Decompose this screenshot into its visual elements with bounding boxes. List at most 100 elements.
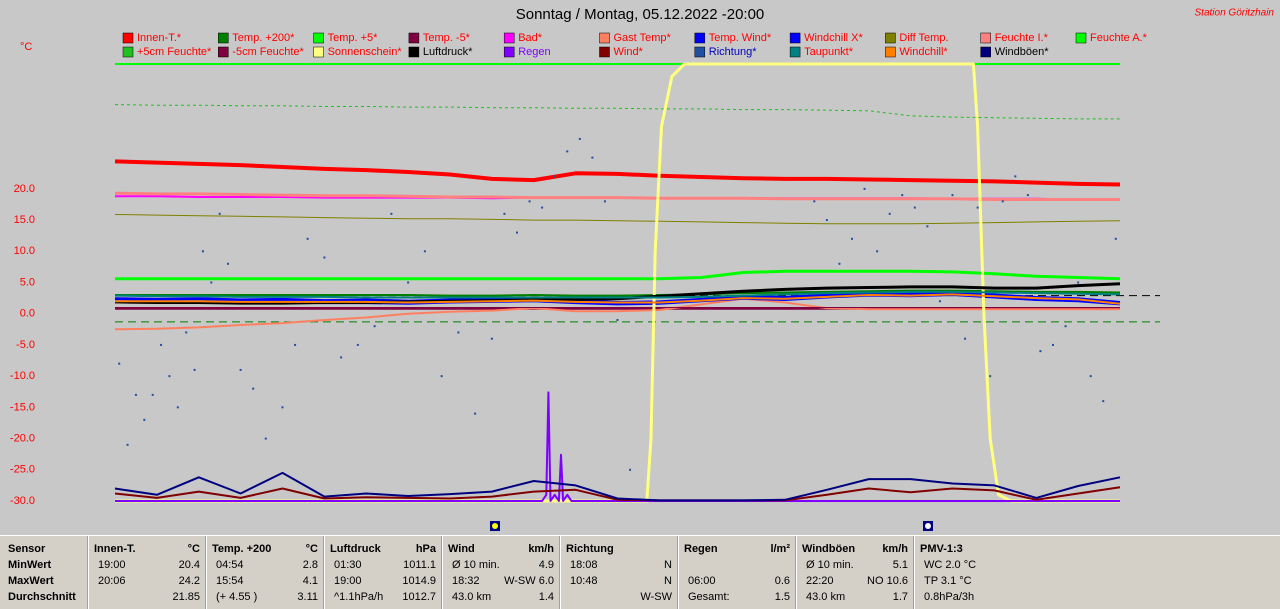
legend-label: Taupunkt*	[804, 46, 854, 58]
series-line	[114, 191, 1120, 201]
data-dot	[863, 187, 866, 190]
data-dot	[591, 156, 594, 159]
table-cell: MaxWert	[8, 575, 54, 587]
data-dot	[239, 368, 242, 371]
data-dot	[126, 443, 129, 446]
data-dot	[134, 393, 137, 396]
legend-label: Bad*	[518, 32, 543, 44]
legend-label: +5cm Feuchte*	[137, 46, 212, 58]
legend-label: Temp. -5*	[423, 32, 471, 44]
table-cell: 1011.1	[403, 559, 436, 571]
column-separator	[205, 536, 207, 609]
legend-label: Temp. Wind*	[709, 32, 772, 44]
table-cell: 18:32	[452, 575, 480, 587]
data-dot	[1026, 194, 1029, 197]
legend-swatch	[980, 32, 991, 44]
table-cell: 1012.7	[402, 591, 436, 603]
legend-swatch	[599, 46, 610, 58]
data-dot	[168, 375, 171, 378]
legend-label: Diff Temp.	[899, 32, 948, 44]
data-dot	[407, 281, 410, 284]
table-cell: 1.4	[538, 591, 554, 603]
legend-swatch	[313, 46, 324, 58]
data-dot	[926, 225, 929, 228]
table-cell: Temp. +200	[212, 543, 272, 555]
y-tick-label: -10.0	[10, 370, 35, 382]
data-dot	[1077, 281, 1080, 284]
series-line	[115, 289, 1121, 297]
legend-swatch	[408, 46, 420, 58]
table-cell: 0.8hPa/3h	[924, 591, 975, 603]
legend-label: Innen-T.*	[137, 32, 182, 44]
data-dot	[1052, 343, 1054, 346]
legend-label: Feuchte I.*	[995, 32, 1049, 44]
data-dot	[616, 318, 619, 321]
data-dot	[989, 375, 992, 378]
table-cell: km/h	[882, 543, 908, 555]
data-dot	[306, 237, 309, 240]
legend-label: Windböen*	[995, 46, 1050, 58]
table-cell: °C	[305, 543, 318, 555]
table-cell: 20:06	[98, 575, 126, 587]
y-tick-label: 15.0	[14, 214, 35, 226]
legend-label: Temp. +5*	[328, 32, 379, 44]
chart: Sonntag / Montag, 05.12.2022 -20:00 Stat…	[10, 6, 1274, 531]
table-cell: Innen-T.	[94, 543, 136, 555]
data-dot	[185, 331, 188, 334]
data-dot	[227, 262, 230, 265]
legend-label: Wind*	[614, 46, 644, 58]
data-dot	[901, 194, 904, 197]
table-cell: 43.0 km	[452, 591, 492, 603]
table-cell: hPa	[415, 543, 436, 555]
table-cell: 4.1	[302, 575, 318, 587]
data-dot	[201, 250, 204, 253]
table-cell: 10:48	[570, 575, 598, 587]
table-cell: 0.6	[774, 575, 790, 587]
table-cell: NO 10.6	[867, 575, 908, 587]
y-tick-label: 10.0	[14, 245, 35, 257]
data-dot	[218, 212, 221, 215]
y-tick-label: -20.0	[10, 432, 35, 444]
column-separator	[559, 536, 561, 609]
table-cell: WC 2.0 °C	[924, 559, 977, 571]
column-separator	[795, 536, 797, 609]
data-dot	[440, 375, 443, 378]
data-dot	[578, 137, 581, 140]
table-cell: 18:08	[570, 559, 598, 571]
column-separator	[913, 536, 915, 609]
data-dot	[951, 194, 954, 197]
data-dot	[528, 200, 531, 203]
table-cell: Regen	[684, 543, 718, 555]
data-dot	[390, 212, 393, 215]
legend-swatch	[885, 46, 896, 58]
legend-label: Sonnenschein*	[328, 46, 403, 58]
table-cell: (+ 4.55 )	[216, 591, 258, 603]
legend-swatch	[218, 46, 229, 58]
table-cell: 15:54	[216, 575, 244, 587]
table-cell: N	[664, 559, 672, 571]
legend-swatch	[218, 32, 229, 44]
table-cell: Ø 10 min.	[452, 559, 500, 571]
legend-swatch	[694, 32, 706, 44]
data-dot	[210, 281, 213, 284]
table-cell: 04:54	[216, 559, 244, 571]
table-cell: 01:30	[334, 559, 362, 571]
legend-swatch	[694, 46, 706, 58]
table-cell: 5.1	[892, 559, 908, 571]
summary-table: Sensor MinWert MaxWert Durchschnitt Innen-T.…	[0, 535, 1280, 609]
legend-swatch	[980, 46, 991, 58]
data-dot	[252, 387, 255, 390]
data-dot	[1064, 325, 1067, 328]
series-line	[114, 214, 1121, 225]
data-dot	[553, 175, 556, 178]
series-line	[115, 293, 1121, 305]
table-cell: 43.0 km	[806, 591, 846, 603]
table-cell: PMV-1:3	[920, 543, 963, 555]
data-dot	[356, 343, 359, 346]
table-cell: 1014.9	[402, 575, 436, 587]
legend-label: Luftdruck*	[423, 46, 473, 58]
data-dot	[323, 256, 326, 259]
data-dot	[151, 393, 154, 396]
column-separator	[87, 536, 89, 609]
